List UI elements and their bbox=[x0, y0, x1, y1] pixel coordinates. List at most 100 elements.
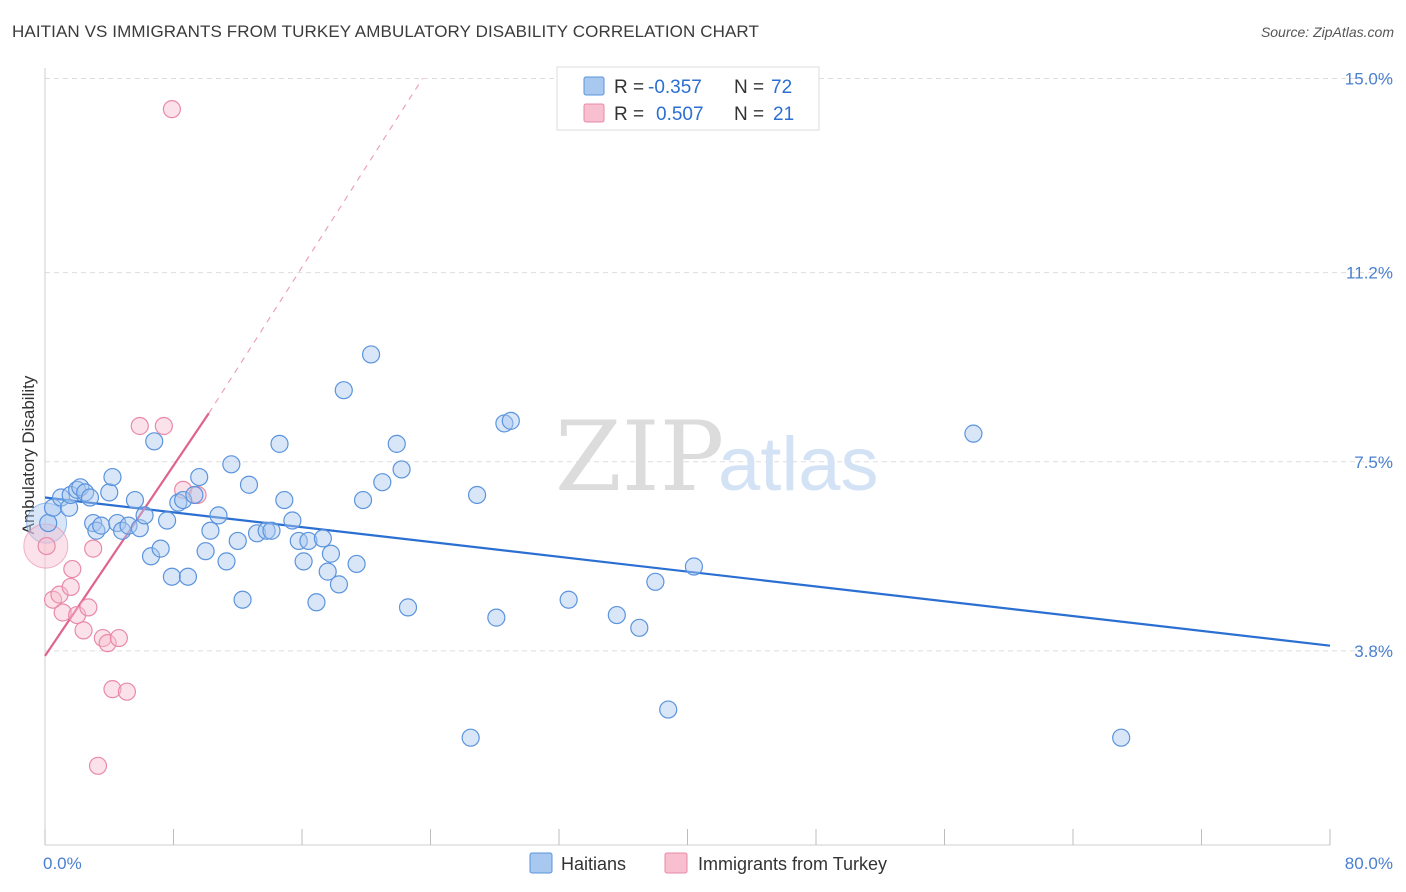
turkey-point bbox=[93, 628, 112, 648]
haitians-point bbox=[196, 542, 215, 561]
turkey-point bbox=[61, 577, 80, 597]
haitians-point bbox=[217, 552, 236, 571]
watermark-atlas: atlas bbox=[718, 422, 879, 507]
correlation-legend: R = -0.357 N = 72 R = 0.507 N = 21 bbox=[556, 66, 820, 131]
turkey-point bbox=[103, 680, 122, 699]
haitians-point bbox=[630, 618, 649, 637]
haitians-point bbox=[307, 593, 326, 612]
haitians-point bbox=[145, 432, 164, 451]
turkey-point bbox=[84, 539, 103, 558]
haitians-point bbox=[299, 531, 318, 551]
haitians-point bbox=[347, 554, 366, 574]
haitians-point bbox=[607, 605, 626, 625]
haitians-point bbox=[262, 521, 281, 540]
x-axis-ticks: 0.0% 80.0% bbox=[43, 854, 1393, 873]
legend-r-label-1: R = bbox=[614, 77, 644, 98]
haitians-point bbox=[275, 490, 294, 510]
haitians-point bbox=[76, 483, 95, 502]
legend-swatch-turkey bbox=[583, 103, 605, 123]
haitians-point bbox=[141, 547, 161, 566]
y-tick-label: 3.8% bbox=[1354, 642, 1393, 661]
y-axis-ticks: 3.8% 7.5% 11.2% 15.0% bbox=[1345, 70, 1393, 661]
legend-r-value-2: 0.507 bbox=[656, 104, 704, 125]
haitians-point bbox=[353, 490, 373, 510]
turkey-point bbox=[117, 682, 137, 701]
haitians-point bbox=[103, 467, 122, 487]
gridlines bbox=[45, 78, 1393, 652]
legend-n-label-1: N = bbox=[734, 77, 764, 98]
legend-n-value-1: 72 bbox=[771, 77, 792, 98]
turkey-point bbox=[53, 603, 72, 622]
haitians-point bbox=[257, 521, 276, 540]
turkey-point-large bbox=[23, 523, 69, 569]
haitians-point bbox=[361, 345, 381, 364]
haitians-point bbox=[659, 700, 678, 719]
legend-n-value-2: 21 bbox=[773, 104, 794, 125]
series-points bbox=[23, 100, 1131, 775]
haitians-point bbox=[87, 521, 106, 540]
haitians-point bbox=[119, 516, 138, 535]
bottom-legend-swatch-haitians bbox=[529, 852, 553, 874]
haitians-point bbox=[487, 608, 506, 627]
haitians-point bbox=[294, 552, 313, 571]
turkey-point bbox=[88, 756, 108, 775]
haitians-point bbox=[185, 485, 204, 505]
x-tick-label-min: 0.0% bbox=[43, 854, 82, 873]
haitians-point bbox=[178, 567, 198, 586]
haitians-point bbox=[233, 590, 252, 609]
haitians-point bbox=[228, 531, 247, 551]
turkey-point bbox=[37, 536, 56, 556]
haitians-point bbox=[461, 728, 480, 747]
bottom-legend-label-haitians: Haitians bbox=[561, 854, 626, 874]
haitians-point bbox=[964, 424, 983, 443]
y-axis-label: Ambulatory Disability bbox=[19, 375, 38, 534]
haitians-point bbox=[39, 513, 58, 533]
haitians-point bbox=[151, 539, 170, 558]
watermark: ZIP atlas bbox=[555, 401, 879, 513]
legend-swatch-haitians bbox=[583, 76, 605, 96]
haitians-point bbox=[334, 381, 353, 400]
haitians-point bbox=[398, 598, 418, 617]
haitians-point bbox=[162, 567, 181, 586]
haitians-point bbox=[125, 490, 145, 510]
haitians-point bbox=[1112, 728, 1131, 747]
haitians-point bbox=[190, 467, 209, 487]
turkey-point bbox=[98, 634, 117, 653]
haitians-point bbox=[313, 529, 332, 548]
haitians-point bbox=[283, 511, 302, 530]
haitians-point bbox=[467, 485, 487, 505]
haitians-point bbox=[157, 511, 177, 530]
haitians-point bbox=[222, 455, 241, 474]
haitians-point bbox=[174, 490, 193, 510]
y-tick-label: 11.2% bbox=[1346, 264, 1393, 283]
turkey-point bbox=[162, 100, 181, 119]
haitians-point bbox=[392, 460, 411, 479]
axes bbox=[44, 68, 1331, 846]
bottom-legend-swatch-turkey bbox=[664, 852, 688, 874]
bottom-legend-label-turkey: Immigrants from Turkey bbox=[698, 854, 887, 874]
turkey-trend-line-extension bbox=[208, 78, 423, 414]
haitians-point bbox=[684, 557, 704, 576]
haitians-point bbox=[318, 562, 337, 581]
chart-source: Source: ZipAtlas.com bbox=[1260, 24, 1394, 40]
turkey-point bbox=[154, 416, 173, 436]
haitians-point bbox=[501, 411, 520, 430]
haitians-point bbox=[209, 506, 228, 525]
turkey-point bbox=[79, 598, 98, 617]
haitians-point bbox=[559, 590, 578, 609]
haitians-point bbox=[239, 475, 259, 494]
haitians-point bbox=[373, 473, 392, 492]
turkey-point bbox=[130, 416, 149, 436]
series-legend: Haitians Immigrants from Turkey bbox=[529, 852, 887, 874]
watermark-zip: ZIP bbox=[555, 401, 724, 513]
haitians-point bbox=[329, 575, 349, 594]
haitians-point bbox=[387, 434, 406, 453]
haitians-point bbox=[80, 488, 100, 507]
haitians-point bbox=[270, 434, 289, 453]
legend-r-value-1: -0.357 bbox=[648, 77, 702, 98]
haitians-point bbox=[135, 506, 154, 525]
haitians-point bbox=[92, 516, 111, 535]
y-tick-label: 15.0% bbox=[1345, 70, 1393, 89]
chart-title: HAITIAN VS IMMIGRANTS FROM TURKEY AMBULA… bbox=[12, 22, 759, 41]
turkey-point bbox=[109, 628, 128, 648]
